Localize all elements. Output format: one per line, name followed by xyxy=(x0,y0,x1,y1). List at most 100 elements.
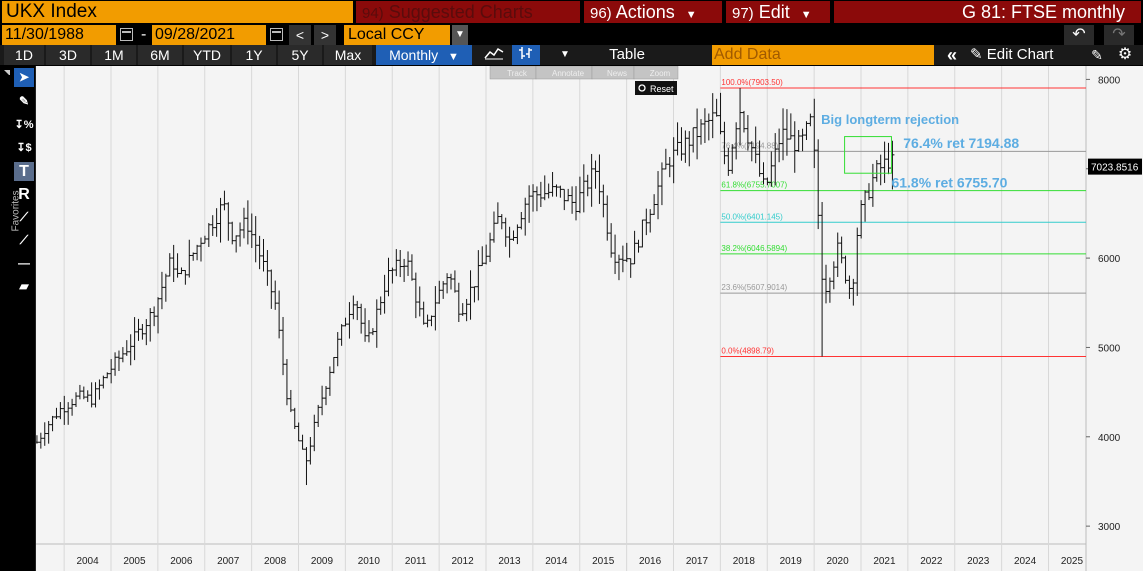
actions-label: Actions xyxy=(615,2,675,22)
favorites-label: Favorites xyxy=(10,190,22,232)
y-tick-label: 6000 xyxy=(1098,254,1121,265)
annotate-button-label: Annotate xyxy=(552,69,585,78)
zoom-button-label: Zoom xyxy=(650,69,671,78)
chevron-down-icon: ▼ xyxy=(800,9,812,21)
annotation-label: 76.4% ret 7194.88 xyxy=(903,135,1019,151)
x-tick-label: 2006 xyxy=(170,556,193,567)
pencil-icon: ✎ xyxy=(970,46,983,63)
line2-icon[interactable]: ⟋ xyxy=(19,233,29,247)
arrow-icon[interactable]: ➤ xyxy=(14,68,34,87)
fib-label: 38.2%(6046.5894) xyxy=(721,244,787,253)
period-ytd[interactable]: YTD xyxy=(184,45,230,65)
price-chart[interactable]: 2004 2005 2006 2007 2008 2009 2010 2011 2012 2013… xyxy=(34,65,1143,571)
fib-label: 76.4%(7194.88) xyxy=(721,141,778,150)
calendar-icon[interactable] xyxy=(120,28,133,41)
edit-chart-label: Edit Chart xyxy=(986,46,1054,63)
next-period-button[interactable]: > xyxy=(314,25,336,45)
x-axis-background xyxy=(36,544,1086,571)
reset-label: Reset xyxy=(650,84,674,94)
bar-chart-icon[interactable] xyxy=(512,45,540,65)
title-bar: UKX Index 94) Suggested Charts 96) Actio… xyxy=(0,0,1143,24)
x-tick-label: 2013 xyxy=(498,556,521,567)
x-tick-label: 2022 xyxy=(920,556,943,567)
period-3d[interactable]: 3D xyxy=(46,45,90,65)
layers-icon[interactable]: ▰ xyxy=(19,279,29,293)
suggested-label: Suggested Charts xyxy=(388,2,533,22)
x-tick-label: 2014 xyxy=(545,556,568,567)
edit-icon[interactable]: ✎ xyxy=(1091,47,1103,63)
x-tick-label: 2005 xyxy=(123,556,146,567)
collapse-icon[interactable]: « xyxy=(946,45,957,65)
line-icon[interactable]: ⟋ xyxy=(19,210,29,224)
y-tick-label: 3000 xyxy=(1098,522,1121,533)
gear-icon[interactable]: ⚙ xyxy=(1117,46,1133,63)
chart-title: G 81: FTSE monthly xyxy=(834,1,1141,23)
chart-area[interactable]: 2004 2005 2006 2007 2008 2009 2010 2011 2012 2013… xyxy=(34,65,1143,571)
table-button[interactable]: Table xyxy=(584,45,670,65)
drawing-tools-panel: ➤ ✎ ↧% ↧$ T R ⟋ ⟋ — ▰ Favorites xyxy=(0,66,36,571)
fib-label: 50.0%(6401.145) xyxy=(721,212,783,221)
x-tick-label: 2015 xyxy=(592,556,615,567)
undo-icon[interactable]: ↶ xyxy=(1064,25,1094,45)
chevron-down-icon[interactable]: ▼ xyxy=(452,25,468,45)
y-tick-label: 5000 xyxy=(1098,343,1121,354)
fib-label: 0.0%(4898.79) xyxy=(721,346,774,355)
pen-icon[interactable]: ✎ xyxy=(18,94,30,108)
start-date-input[interactable]: 11/30/1988 xyxy=(2,25,116,45)
security-ticker[interactable]: UKX Index xyxy=(2,1,353,23)
period-6m[interactable]: 6M xyxy=(138,45,182,65)
text-icon[interactable]: T xyxy=(14,162,34,181)
frequency-select[interactable]: Monthly ▼ xyxy=(376,45,472,65)
x-tick-label: 2021 xyxy=(873,556,896,567)
x-tick-label: 2009 xyxy=(311,556,334,567)
prev-period-button[interactable]: < xyxy=(289,25,311,45)
fib-label: 23.6%(5607.9014) xyxy=(721,283,787,292)
last-price-tag xyxy=(1088,158,1142,175)
suggested-charts-button[interactable]: 94) Suggested Charts xyxy=(356,1,580,23)
edit-chart-button[interactable]: ✎ Edit Chart xyxy=(970,45,1080,65)
period-max[interactable]: Max xyxy=(324,45,372,65)
chart-toolbar: 1D 3D 1M 6M YTD 1Y 5Y Max Monthly ▼ ▼ Ta… xyxy=(0,45,1143,65)
actions-num: 96) xyxy=(590,5,612,22)
x-tick-label: 2025 xyxy=(1061,556,1084,567)
percent-icon[interactable]: ↧% xyxy=(14,119,34,131)
chevron-down-icon: ▼ xyxy=(448,51,459,63)
dollar-icon[interactable]: ↧$ xyxy=(16,142,32,154)
fib-label: 61.8%(6755.7007) xyxy=(721,181,787,190)
frequency-label: Monthly xyxy=(389,47,439,63)
redo-icon[interactable]: ↷ xyxy=(1104,25,1134,45)
x-tick-label: 2020 xyxy=(826,556,849,567)
ohlc-bars xyxy=(34,88,895,486)
annotation-label: Big longterm rejection xyxy=(821,112,959,127)
plot-background xyxy=(36,66,1086,544)
line-chart-icon[interactable] xyxy=(480,45,508,65)
actions-menu[interactable]: 96) Actions ▼ xyxy=(584,1,722,23)
rejection-highlight-box xyxy=(844,136,892,174)
end-date-input[interactable]: 09/28/2021 xyxy=(152,25,266,45)
add-data-input[interactable]: Add Data xyxy=(712,45,934,65)
period-1y[interactable]: 1Y xyxy=(232,45,276,65)
period-1d[interactable]: 1D xyxy=(4,45,44,65)
zoom-button[interactable] xyxy=(633,65,679,80)
edit-label: Edit xyxy=(758,2,790,22)
chevron-down-icon: ▼ xyxy=(685,9,697,21)
hline-icon[interactable]: — xyxy=(18,256,30,270)
period-1m[interactable]: 1M xyxy=(92,45,136,65)
x-tick-label: 2017 xyxy=(686,556,709,567)
r-icon[interactable]: R xyxy=(18,186,30,203)
edit-menu[interactable]: 97) Edit ▼ xyxy=(726,1,830,23)
x-tick-label: 2007 xyxy=(217,556,240,567)
y-tick-label: 8000 xyxy=(1098,75,1121,86)
annotation-subtoolbar[interactable]: Track Annotate News Zoom Reset xyxy=(489,65,679,95)
calendar-icon[interactable] xyxy=(270,28,283,41)
chevron-down-icon[interactable]: ▼ xyxy=(560,49,570,60)
suggested-num: 94) xyxy=(362,5,384,22)
y-axis-background xyxy=(1086,66,1143,571)
track-button-label: Track xyxy=(507,69,528,78)
reset-button[interactable] xyxy=(635,81,677,95)
currency-select[interactable]: Local CCY xyxy=(344,25,450,45)
x-tick-label: 2012 xyxy=(451,556,474,567)
period-5y[interactable]: 5Y xyxy=(278,45,322,65)
edit-num: 97) xyxy=(732,5,754,22)
panel-corner-icon xyxy=(4,70,10,76)
